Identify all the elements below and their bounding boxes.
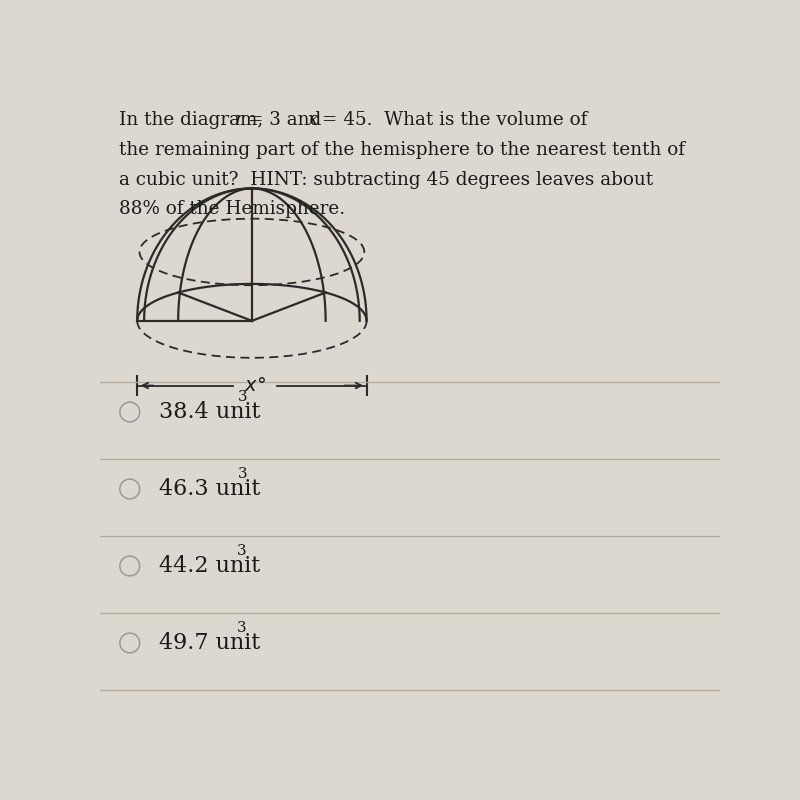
Text: 38.4 unit: 38.4 unit: [159, 401, 260, 423]
Text: r: r: [235, 111, 244, 130]
Text: 49.7 unit: 49.7 unit: [159, 632, 260, 654]
Text: 3: 3: [238, 466, 247, 481]
Text: $x°$: $x°$: [244, 377, 266, 394]
Text: 3: 3: [238, 621, 247, 634]
Text: a cubic unit?  HINT: subtracting 45 degrees leaves about: a cubic unit? HINT: subtracting 45 degre…: [118, 170, 653, 189]
Text: the remaining part of the hemisphere to the nearest tenth of: the remaining part of the hemisphere to …: [118, 141, 685, 159]
Text: x: x: [308, 111, 318, 130]
Text: 44.2 unit: 44.2 unit: [159, 555, 260, 577]
Text: In the diagram,: In the diagram,: [118, 111, 269, 130]
Text: 46.3 unit: 46.3 unit: [159, 478, 260, 500]
Text: 3: 3: [238, 390, 247, 404]
Text: = 3 and: = 3 and: [242, 111, 327, 130]
Text: 88% of the Hemisphere.: 88% of the Hemisphere.: [118, 200, 345, 218]
Text: = 45.  What is the volume of: = 45. What is the volume of: [316, 111, 587, 130]
Text: 3: 3: [238, 544, 247, 558]
